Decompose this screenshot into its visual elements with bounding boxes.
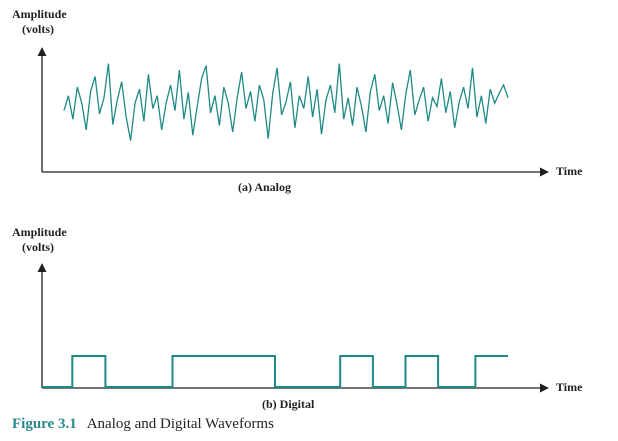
analog-xlabel: Time: [556, 164, 583, 178]
digital-xlabel: Time: [556, 380, 583, 394]
analog-ylabel-line1: Amplitude: [12, 7, 67, 21]
digital-chart: Amplitude (volts) Time (b) Digital: [12, 225, 583, 411]
analog-waveform: [63, 63, 509, 141]
figure-caption: Figure 3.1 Analog and Digital Waveforms: [12, 416, 274, 433]
analog-chart: Amplitude (volts) Time (a) Analog: [12, 7, 583, 194]
digital-subtitle: (b) Digital: [262, 397, 315, 411]
digital-ylabel-line2: (volts): [22, 240, 54, 254]
analog-ylabel-line2: (volts): [22, 22, 54, 36]
figure-title: Analog and Digital Waveforms: [86, 416, 274, 432]
digital-waveform: [42, 355, 508, 388]
analog-subtitle: (a) Analog: [238, 180, 291, 194]
digital-ylabel-line1: Amplitude: [12, 225, 67, 239]
figure-number: Figure 3.1: [12, 416, 77, 432]
